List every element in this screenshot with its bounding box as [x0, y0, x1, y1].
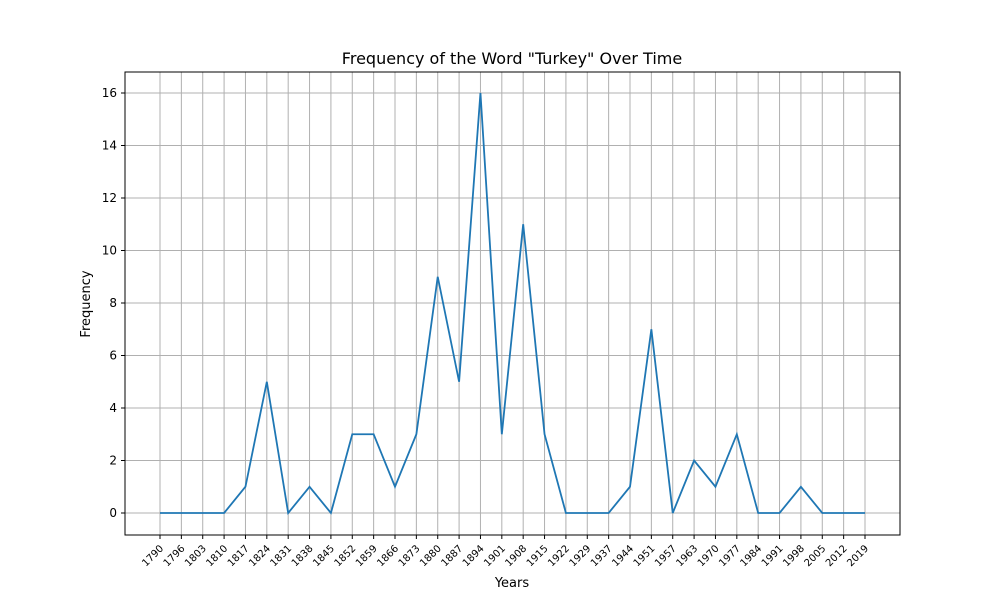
x-tick-label: 1831: [269, 543, 295, 569]
y-tick-label: 6: [109, 349, 117, 363]
x-tick-label: 1991: [760, 543, 786, 569]
x-tick-label: 2005: [803, 543, 829, 569]
x-tick-label: 1845: [311, 543, 337, 569]
y-axis-ticks: 0 2 4 6 8 10 12 14 16: [102, 86, 125, 520]
y-tick-label: 16: [102, 86, 117, 100]
x-tick-label: 1803: [183, 543, 209, 569]
y-tick-label: 4: [109, 401, 117, 415]
x-tick-label: 1859: [354, 543, 380, 569]
x-tick-label: 1790: [140, 543, 166, 569]
x-tick-label: 1963: [674, 543, 700, 569]
x-tick-label: 1929: [568, 543, 594, 569]
y-tick-label: 2: [109, 454, 117, 468]
x-tick-label: 1922: [546, 543, 572, 569]
x-tick-label: 1824: [247, 543, 273, 569]
x-tick-label: 1908: [504, 543, 530, 569]
chart-title: Frequency of the Word "Turkey" Over Time: [342, 49, 682, 68]
x-axis-ticks: 1790179618031810181718241831183818451852…: [140, 535, 871, 569]
y-tick-label: 10: [102, 244, 117, 258]
x-tick-label: 1957: [653, 543, 679, 569]
x-tick-label: 1817: [226, 543, 252, 569]
x-tick-label: 1852: [333, 543, 359, 569]
x-tick-label: 1901: [482, 543, 508, 569]
x-tick-label: 1951: [632, 543, 658, 569]
x-tick-label: 1810: [204, 543, 230, 569]
x-tick-label: 1984: [739, 543, 765, 569]
y-tick-label: 8: [109, 296, 117, 310]
x-tick-label: 1866: [375, 543, 401, 569]
x-tick-label: 1873: [397, 543, 423, 569]
grid: [125, 72, 900, 535]
y-tick-label: 14: [102, 139, 117, 153]
series-line: [160, 92, 865, 516]
x-tick-label: 1998: [781, 543, 807, 569]
x-tick-label: 1937: [589, 543, 615, 569]
x-tick-label: 1915: [525, 543, 551, 569]
x-tick-label: 1970: [696, 543, 722, 569]
x-tick-label: 1887: [439, 543, 465, 569]
x-tick-label: 1977: [717, 543, 743, 569]
x-tick-label: 2012: [824, 543, 850, 569]
x-axis-label: Years: [494, 576, 530, 591]
x-tick-label: 1838: [290, 543, 316, 569]
x-tick-label: 1944: [610, 543, 636, 569]
y-axis-label: Frequency: [79, 270, 94, 337]
y-tick-label: 12: [102, 191, 117, 205]
x-tick-label: 2019: [845, 543, 871, 569]
y-tick-label: 0: [109, 506, 117, 520]
x-tick-label: 1796: [162, 543, 188, 569]
x-tick-label: 1880: [418, 543, 444, 569]
x-tick-label: 1894: [461, 543, 487, 569]
